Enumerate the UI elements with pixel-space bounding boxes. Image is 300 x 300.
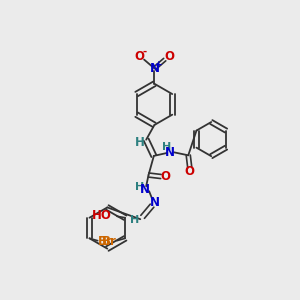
Text: H: H <box>130 215 139 225</box>
Text: O: O <box>185 165 195 178</box>
Text: N: N <box>149 62 159 75</box>
Text: N: N <box>165 146 175 159</box>
Text: Br: Br <box>98 236 113 248</box>
Text: +: + <box>155 59 163 68</box>
Text: N: N <box>149 196 159 208</box>
Text: H: H <box>162 142 171 152</box>
Text: O: O <box>135 50 145 63</box>
Text: HO: HO <box>92 209 112 222</box>
Text: Br: Br <box>102 236 117 248</box>
Text: H: H <box>135 136 145 148</box>
Text: -: - <box>143 46 147 56</box>
Text: H: H <box>135 182 144 192</box>
Text: O: O <box>160 170 170 183</box>
Text: O: O <box>164 50 174 63</box>
Text: N: N <box>140 183 150 196</box>
